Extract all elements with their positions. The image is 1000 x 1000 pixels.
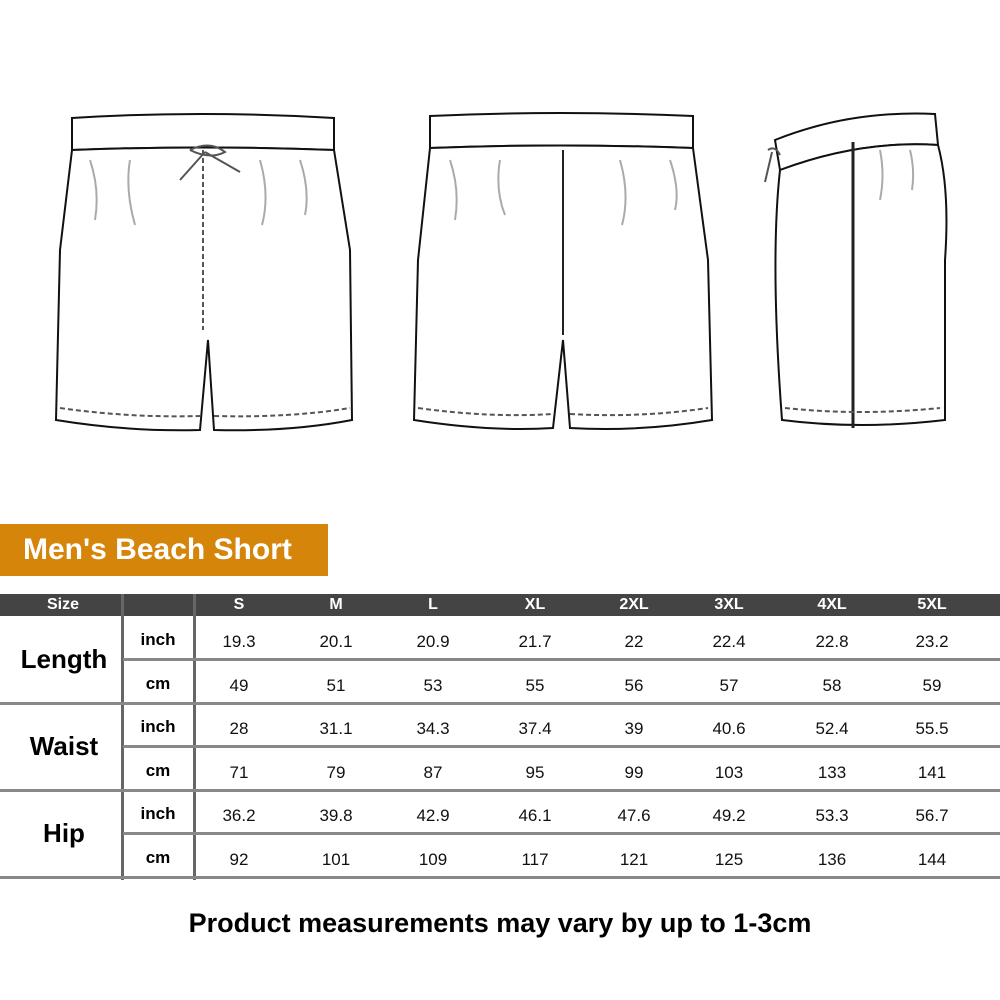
table-cell: 40.6 bbox=[712, 719, 746, 738]
table-cell: 53.3 bbox=[815, 806, 849, 825]
table-cell: 34.3 bbox=[416, 719, 450, 738]
table-cell: 136 bbox=[817, 849, 847, 869]
shorts-illustrations bbox=[54, 112, 948, 432]
column-divider bbox=[121, 594, 124, 880]
shorts-front-view bbox=[54, 113, 354, 432]
table-cell: 55.5 bbox=[915, 719, 949, 738]
table-cell: 31.1 bbox=[319, 719, 353, 738]
table-cell: 117 bbox=[521, 849, 549, 869]
table-cell: 36.2 bbox=[222, 806, 256, 825]
size-header-XL: XL bbox=[524, 596, 546, 613]
table-cell: 20.9 bbox=[416, 632, 450, 651]
row-divider bbox=[0, 701, 1000, 705]
table-cell: 51 bbox=[326, 675, 346, 695]
table-cell: 79 bbox=[326, 762, 346, 782]
table-cell: 20.1 bbox=[319, 632, 353, 651]
table-cell: 133 bbox=[817, 762, 847, 782]
table-cell: 39 bbox=[624, 719, 644, 738]
table-cell: 125 bbox=[714, 849, 744, 869]
table-cell: 47.6 bbox=[617, 806, 651, 825]
table-cell: 37.4 bbox=[518, 719, 552, 738]
unit-label: inch bbox=[140, 717, 176, 736]
table-cell: 56 bbox=[624, 675, 644, 695]
size-header-label: Size bbox=[46, 596, 80, 613]
table-cell: 22.4 bbox=[712, 632, 746, 651]
size-header-row: Size S M L XL 2XL 3XL 4XL 5XL bbox=[0, 594, 1000, 616]
table-cell: 121 bbox=[619, 849, 649, 869]
table-cell: 101 bbox=[321, 849, 351, 869]
table-cell: 22.8 bbox=[815, 632, 849, 651]
table-cell: 53 bbox=[423, 675, 443, 695]
shorts-side-view bbox=[764, 112, 948, 428]
table-cell: 55 bbox=[525, 675, 545, 695]
table-cell: 92 bbox=[229, 849, 249, 869]
size-header-L: L bbox=[428, 596, 438, 613]
table-cell: 144 bbox=[917, 849, 947, 869]
table-cell: 22 bbox=[624, 632, 644, 651]
row-divider bbox=[0, 788, 1000, 792]
row-divider bbox=[123, 745, 1000, 748]
shorts-back-view bbox=[412, 112, 714, 430]
size-header-M: M bbox=[329, 596, 343, 613]
size-header-S: S bbox=[233, 596, 245, 613]
table-cell: 103 bbox=[714, 762, 744, 782]
size-header-5XL: 5XL bbox=[917, 596, 947, 613]
table-cell: 57 bbox=[719, 675, 739, 695]
table-cell: 19.3 bbox=[222, 632, 256, 651]
table-cell: 46.1 bbox=[518, 806, 552, 825]
group-label-hip: Hip bbox=[43, 817, 85, 848]
table-cell: 59 bbox=[922, 675, 942, 695]
table-cell: 95 bbox=[525, 762, 545, 782]
table-cell: 49 bbox=[229, 675, 249, 695]
row-divider bbox=[123, 658, 1000, 661]
measurement-disclaimer: Product measurements may vary by up to 1… bbox=[188, 908, 812, 938]
group-label-length: Length bbox=[20, 643, 108, 674]
table-cell: 109 bbox=[418, 849, 448, 869]
unit-label: inch bbox=[140, 804, 176, 823]
chart-title: Men's Beach Short bbox=[0, 524, 328, 576]
table-cell: 39.8 bbox=[319, 806, 353, 825]
size-header-4XL: 4XL bbox=[817, 596, 847, 613]
table-cell: 99 bbox=[624, 762, 644, 782]
group-label-waist: Waist bbox=[29, 730, 99, 761]
unit-label: cm bbox=[145, 847, 171, 867]
table-cell: 28 bbox=[229, 719, 249, 738]
table-cell: 87 bbox=[423, 762, 443, 782]
table-cell: 21.7 bbox=[518, 632, 552, 651]
column-divider bbox=[193, 594, 196, 880]
size-header-2XL: 2XL bbox=[619, 596, 649, 613]
unit-label: cm bbox=[145, 760, 171, 780]
table-cell: 23.2 bbox=[915, 632, 949, 651]
table-cell: 71 bbox=[229, 762, 249, 782]
table-cell: 58 bbox=[822, 675, 842, 695]
size-header-3XL: 3XL bbox=[714, 596, 744, 613]
unit-label: cm bbox=[145, 673, 171, 693]
row-divider bbox=[0, 875, 1000, 879]
table-cell: 42.9 bbox=[416, 806, 450, 825]
table-cell: 56.7 bbox=[915, 806, 949, 825]
table-cell: 141 bbox=[917, 762, 947, 782]
unit-label: inch bbox=[140, 630, 176, 649]
table-cell: 52.4 bbox=[815, 719, 849, 738]
table-cell: 49.2 bbox=[712, 806, 746, 825]
row-divider bbox=[123, 832, 1000, 835]
